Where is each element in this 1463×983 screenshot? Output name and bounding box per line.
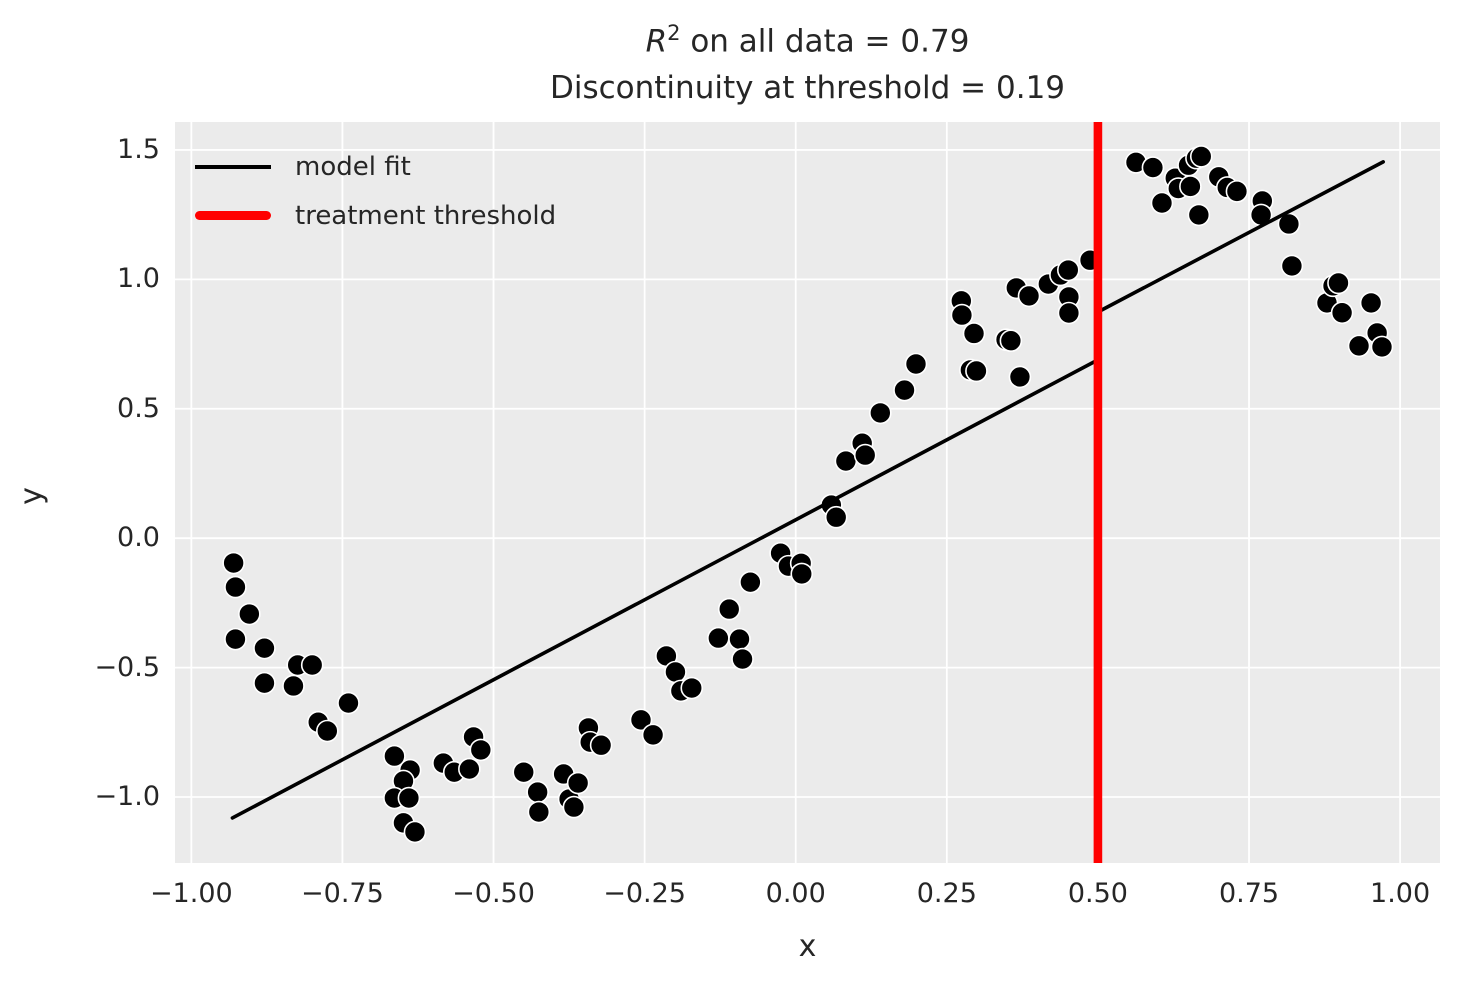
chart-title-line1: R2 on all data = 0.79 (175, 10, 1440, 65)
x-tick-label: −0.75 (301, 878, 384, 909)
scatter-point (589, 733, 613, 757)
scatter-point (253, 636, 276, 660)
legend: model fit treatment threshold (195, 142, 556, 240)
x-tick-label: −1.00 (149, 878, 233, 909)
scatter-point (316, 719, 339, 743)
scatter-point (853, 443, 877, 467)
scatter-point (512, 760, 536, 784)
scatter-point (383, 744, 406, 768)
x-tick-label: 1.00 (1370, 878, 1431, 909)
scatter-point (739, 570, 762, 594)
scatter-point (469, 738, 493, 762)
scatter-point (1141, 156, 1165, 179)
scatter-point (1327, 271, 1350, 295)
legend-label-treatment-threshold: treatment threshold (295, 200, 557, 231)
r-squared-symbol: R (645, 23, 668, 60)
scatter-point (904, 352, 928, 376)
y-axis-label: y (14, 487, 49, 505)
y-tick-label: −0.5 (94, 651, 160, 683)
y-tick-label: 0.5 (117, 392, 160, 424)
legend-item-model-fit: model fit (195, 142, 556, 191)
model-fit-line-swatch (195, 164, 271, 169)
scatter-point (403, 820, 427, 844)
scatter-point (1225, 180, 1249, 203)
scatter-point (962, 322, 986, 345)
x-tick-label: 0.50 (1067, 878, 1128, 909)
x-tick-label: −0.25 (603, 878, 686, 909)
y-tick-label: 0.0 (117, 522, 160, 554)
scatter-point (300, 653, 324, 677)
y-tick-label: 1.5 (117, 133, 160, 165)
scatter-point (834, 449, 858, 473)
r-squared-exponent: 2 (667, 21, 681, 45)
y-tick-label: 1.0 (117, 263, 160, 295)
scatter-point (717, 597, 741, 621)
scatter-point (707, 626, 730, 650)
scatter-point (1347, 334, 1371, 358)
model-fit-line (1096, 160, 1385, 314)
scatter-point (950, 303, 974, 327)
scatter-point (1189, 145, 1213, 168)
chart-title-line2: Discontinuity at threshold = 0.19 (549, 70, 1066, 107)
scatter-point (965, 359, 988, 383)
scatter-point (680, 676, 704, 700)
x-axis-label: x (798, 929, 817, 964)
scatter-point (224, 575, 247, 599)
scatter-point (1330, 301, 1354, 325)
x-tick-label: 0.75 (1218, 878, 1280, 909)
scatter-point (562, 795, 586, 819)
scatter-point (1370, 335, 1394, 359)
scatter-point (1179, 175, 1202, 198)
scatter-point (1150, 191, 1174, 215)
scatter-point (1056, 258, 1080, 282)
plot-area: model fit treatment threshold (175, 122, 1440, 863)
scatter-point (641, 723, 665, 747)
legend-item-treatment-threshold: treatment threshold (195, 191, 556, 240)
scatter-point (397, 786, 421, 810)
x-tick-label: 0.25 (916, 878, 977, 909)
title-line1-text: on all data = 0.79 (680, 23, 970, 60)
chart-title: R2 on all data = 0.79 Discontinuity at t… (175, 10, 1440, 112)
scatter-point (629, 708, 653, 732)
scatter-point (458, 757, 481, 781)
x-tick-label: 0.00 (765, 878, 826, 909)
scatter-point (253, 671, 276, 695)
scatter-point (1359, 291, 1383, 315)
chart-canvas (175, 122, 1440, 863)
scatter-point (664, 660, 687, 684)
scatter-point (1017, 284, 1041, 308)
threshold-line-swatch (195, 211, 271, 220)
legend-label-model-fit: model fit (295, 151, 411, 182)
scatter-point (1057, 301, 1081, 325)
scatter-point (224, 627, 247, 651)
scatter-point (1187, 203, 1211, 227)
scatter-point (869, 401, 892, 425)
scatter-point (1280, 254, 1304, 278)
scatter-point (790, 562, 814, 586)
scatter-point (527, 800, 551, 824)
scatter-point (337, 691, 360, 715)
scatter-point (566, 771, 590, 795)
y-tick-label: −1.0 (94, 781, 160, 812)
scatter-point (731, 647, 754, 671)
scatter-point (238, 602, 261, 626)
scatter-point (728, 627, 751, 651)
scatter-point (222, 551, 245, 575)
scatter-point (282, 674, 305, 698)
model-fit-line (230, 358, 1100, 820)
scatter-point (824, 505, 848, 529)
x-tick-label: −0.50 (452, 878, 535, 909)
scatter-point (893, 378, 916, 402)
scatter-point (526, 780, 549, 804)
scatter-point (999, 329, 1023, 353)
scatter-point (1008, 365, 1032, 389)
